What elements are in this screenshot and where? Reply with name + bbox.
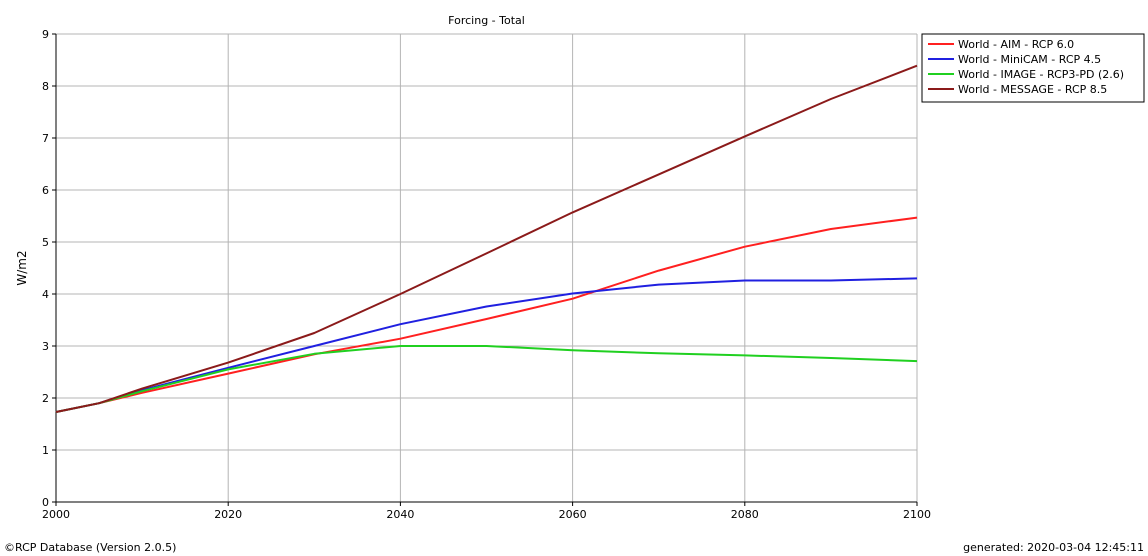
x-tick-label: 2080 xyxy=(731,508,759,521)
generated-timestamp: generated: 2020-03-04 12:45:11 xyxy=(963,541,1144,554)
chart-title: Forcing - Total xyxy=(448,14,525,27)
x-tick-label: 2000 xyxy=(42,508,70,521)
legend-label: World - MiniCAM - RCP 4.5 xyxy=(958,53,1101,66)
y-tick-label: 8 xyxy=(42,80,49,93)
legend-label: World - MESSAGE - RCP 8.5 xyxy=(958,83,1107,96)
x-tick-label: 2040 xyxy=(386,508,414,521)
y-tick-label: 4 xyxy=(42,288,49,301)
y-tick-label: 3 xyxy=(42,340,49,353)
y-axis-label: W/m2 xyxy=(15,250,29,285)
y-tick-label: 2 xyxy=(42,392,49,405)
x-tick-label: 2020 xyxy=(214,508,242,521)
legend-label: World - AIM - RCP 6.0 xyxy=(958,38,1074,51)
x-tick-label: 2060 xyxy=(559,508,587,521)
series-line-1 xyxy=(56,218,917,412)
x-tick-label: 2100 xyxy=(903,508,931,521)
copyright-footer: ©RCP Database (Version 2.0.5) xyxy=(4,541,176,554)
legend-label: World - IMAGE - RCP3-PD (2.6) xyxy=(958,68,1124,81)
y-tick-label: 9 xyxy=(42,28,49,41)
y-tick-label: 6 xyxy=(42,184,49,197)
y-tick-label: 5 xyxy=(42,236,49,249)
y-tick-label: 7 xyxy=(42,132,49,145)
y-tick-label: 1 xyxy=(42,444,49,457)
